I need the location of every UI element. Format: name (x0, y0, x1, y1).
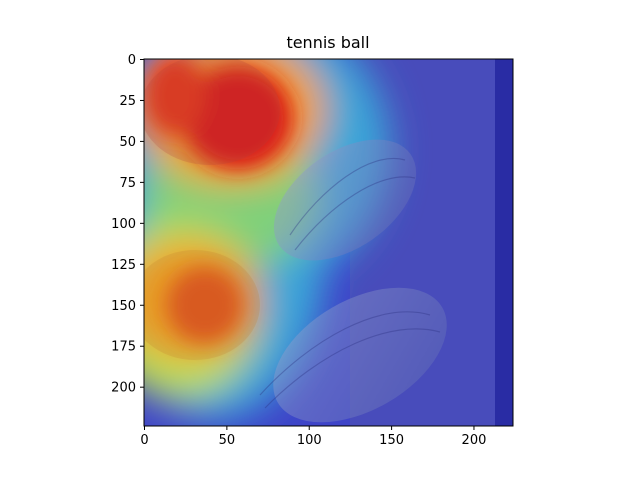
macaron-top-left (144, 59, 280, 165)
hotspot-upper-left (145, 59, 205, 135)
macaron-bottom (273, 287, 447, 423)
y-tick-label: 200 (111, 381, 136, 396)
hotspot-upper (183, 66, 293, 170)
edge-shadow (495, 59, 513, 426)
x-axis: 0 50 100 150 200 (140, 426, 486, 448)
x-tick-label: 100 (297, 433, 322, 448)
y-tick-label: 25 (119, 94, 136, 109)
y-tick-label: 100 (111, 217, 136, 232)
heatmap-image (144, 59, 513, 426)
heat-hotspots (145, 59, 293, 343)
macaron-texture-lines (259, 157, 441, 409)
hotspot-lower (167, 267, 243, 343)
y-axis: 0 25 50 75 100 125 150 175 200 (111, 53, 144, 396)
y-tick-label: 0 (128, 53, 136, 68)
macaron-photo-overlay (144, 59, 447, 423)
y-tick-label: 75 (119, 176, 136, 191)
plot-frame (143, 58, 514, 427)
x-tick-label: 200 (462, 433, 487, 448)
x-tick-label: 150 (379, 433, 404, 448)
y-tick-label: 125 (111, 258, 136, 273)
y-tick-label: 150 (111, 299, 136, 314)
y-tick-label: 50 (119, 135, 136, 150)
macaron-middle (273, 139, 417, 261)
macaron-left (144, 250, 260, 360)
x-tick-label: 50 (219, 433, 236, 448)
x-tick-label: 0 (140, 433, 148, 448)
y-tick-label: 175 (111, 340, 136, 355)
plot-title: tennis ball (286, 33, 369, 52)
